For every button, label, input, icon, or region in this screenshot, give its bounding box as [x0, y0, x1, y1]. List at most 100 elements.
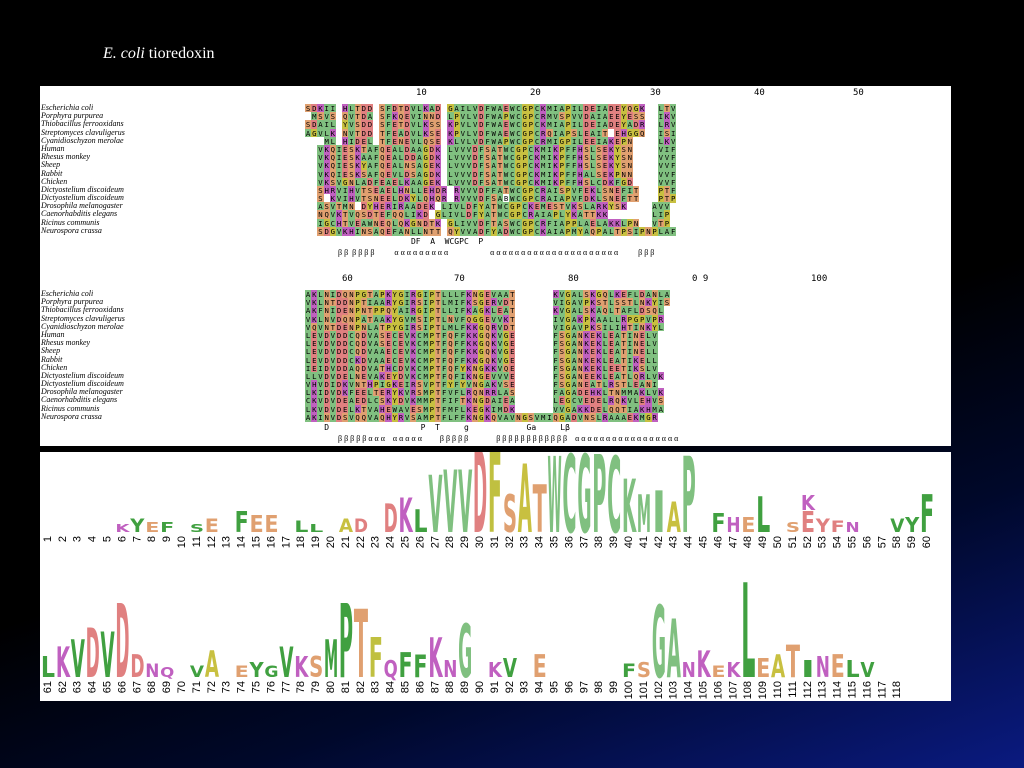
- logo-letter: W: [548, 452, 562, 557]
- logo-letter: E: [250, 510, 264, 538]
- logo-letter: G: [458, 610, 472, 695]
- species-name: Chicken: [41, 362, 68, 372]
- logo-letter: F: [711, 509, 725, 539]
- logo-position-label: 117: [876, 681, 888, 699]
- logo-position-label: 21: [340, 536, 352, 548]
- logo-letter: D: [384, 497, 398, 542]
- logo-position-label: 115: [847, 681, 859, 699]
- logo-position-label: 56: [861, 536, 873, 548]
- logo-letter: E: [533, 649, 547, 685]
- species-name: Caenorhabditis elegans: [41, 395, 118, 405]
- logo-letter: L: [309, 523, 324, 535]
- species-name: Human: [41, 143, 65, 153]
- logo-position-label: 43: [668, 536, 680, 548]
- logo-position-label: 18: [295, 536, 307, 548]
- logo-position-label: 59: [906, 536, 918, 548]
- logo-letter: F: [488, 452, 502, 559]
- logo-position-label: 90: [474, 681, 486, 693]
- sequence-logo-svg: 1 2 3 4 5 6 7 8 9 10 11 12 13 14 15 16 17 18 19 20 21 22 23 24 2…: [41, 452, 934, 701]
- logo-letter: V: [101, 619, 115, 692]
- logo-letter: L: [756, 486, 770, 544]
- logo-position-label: 84: [385, 681, 397, 693]
- slide-title: E. coli tioredoxin: [103, 45, 215, 63]
- logo-letter: E: [264, 510, 278, 538]
- logo-position-label: 50: [772, 536, 784, 548]
- logo-letter: F: [235, 505, 249, 539]
- logo-position-label: 105: [698, 681, 710, 699]
- position-tick: 30: [650, 88, 661, 98]
- logo-position-label: 94: [534, 681, 546, 693]
- logo-letter: L: [413, 504, 427, 540]
- logo-letter: V: [458, 453, 472, 553]
- logo-position-label: 52: [802, 536, 814, 548]
- logo-position-label: 37: [578, 536, 590, 548]
- logo-position-label: 60: [921, 536, 933, 548]
- logo-position-label: 96: [563, 681, 575, 693]
- logo-position-label: 82: [355, 681, 367, 693]
- logo-letter: A: [518, 452, 532, 555]
- logo-position-label: 101: [638, 681, 650, 699]
- species-name: Streptomyces clavuligerus: [41, 313, 125, 323]
- logo-letter: Y: [815, 516, 831, 537]
- logo-letter: T: [533, 473, 547, 548]
- species-name: Drosophila melanogaster: [41, 387, 123, 397]
- logo-position-label: 20: [325, 536, 337, 548]
- title-rest: tioredoxin: [144, 45, 215, 62]
- species-name: Cyanidioschyzon merolae: [41, 135, 124, 145]
- logo-letter: F: [399, 646, 413, 685]
- logo-letter: V: [428, 461, 442, 551]
- logo-position-label: 68: [146, 681, 158, 693]
- logo-position-label: 66: [116, 681, 128, 693]
- logo-position-label: 102: [653, 681, 665, 699]
- logo-letter: E: [831, 649, 845, 685]
- logo-letter: K: [622, 465, 637, 550]
- logo-position-label: 7: [131, 536, 143, 542]
- alignment-block-2: 60 70 80 0 9 100 Escherichia coli Porphyra pur…: [40, 272, 951, 446]
- logo-position-label: 109: [757, 681, 769, 699]
- logo-letter: E: [711, 663, 725, 681]
- logo-position-label: 54: [832, 536, 844, 548]
- logo-position-label: 23: [370, 536, 382, 548]
- logo-position-label: 41: [638, 536, 650, 548]
- species-name: Rabbit: [41, 168, 63, 178]
- logo-letter: P: [682, 452, 696, 557]
- species-name: Thiobacillus ferrooxidans: [41, 119, 124, 129]
- logo-letter: K: [726, 658, 741, 682]
- logo-letter: F: [413, 649, 427, 685]
- logo-position-label: 26: [414, 536, 426, 548]
- logo-position-label: 80: [325, 681, 337, 693]
- logo-position-label: 55: [847, 536, 859, 548]
- alignment-panel: 10 20 30 40 50 Escherichia coli Porphyra purpu…: [40, 86, 951, 446]
- logo-letter: L: [846, 655, 860, 683]
- logo-position-label: 49: [757, 536, 769, 548]
- logo-letter: S: [503, 485, 517, 545]
- logo-letter: Y: [249, 658, 265, 682]
- logo-letter: N: [682, 658, 696, 682]
- logo-position-label: 31: [489, 536, 501, 548]
- logo-position-label: 63: [72, 681, 84, 693]
- position-tick: 0 9: [692, 274, 709, 284]
- logo-position-label: 78: [295, 681, 307, 693]
- logo-letter: V: [279, 638, 293, 687]
- logo-letter: S: [190, 523, 204, 535]
- species-name: Escherichia coli: [41, 289, 94, 298]
- logo-position-label: 3: [72, 536, 84, 542]
- position-ticks: 10 20 30 40 50: [40, 86, 951, 100]
- logo-position-label: 38: [593, 536, 605, 548]
- logo-letter: V: [190, 663, 204, 681]
- logo-letter: A: [205, 643, 219, 686]
- logo-position-label: 45: [698, 536, 710, 548]
- logo-letter: E: [756, 654, 770, 684]
- logo-letter: V: [890, 516, 904, 537]
